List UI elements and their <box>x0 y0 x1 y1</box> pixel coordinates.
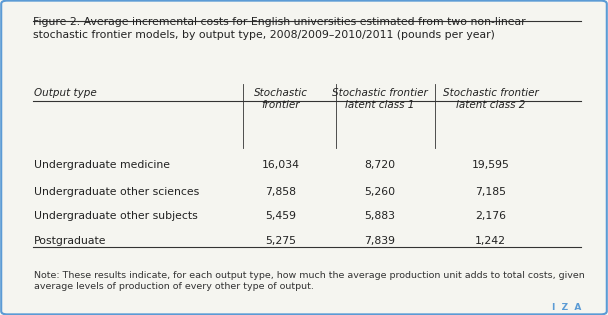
Text: Stochastic
frontier: Stochastic frontier <box>254 88 308 110</box>
Text: 2,176: 2,176 <box>475 211 506 221</box>
Text: 7,839: 7,839 <box>364 236 395 246</box>
Text: I  Z  A: I Z A <box>552 303 581 312</box>
Text: 8,720: 8,720 <box>364 160 395 170</box>
Text: 5,260: 5,260 <box>364 186 395 197</box>
Text: 16,034: 16,034 <box>261 160 300 170</box>
Text: Stochastic frontier
latent class 2: Stochastic frontier latent class 2 <box>443 88 539 110</box>
Text: Postgraduate: Postgraduate <box>34 236 107 246</box>
Text: Undergraduate other subjects: Undergraduate other subjects <box>34 211 198 221</box>
Text: Stochastic frontier
latent class 1: Stochastic frontier latent class 1 <box>332 88 428 110</box>
Text: 19,595: 19,595 <box>472 160 510 170</box>
Text: Undergraduate medicine: Undergraduate medicine <box>34 160 170 170</box>
Text: Note: These results indicate, for each output type, how much the average product: Note: These results indicate, for each o… <box>34 271 585 291</box>
Text: 7,185: 7,185 <box>475 186 506 197</box>
Text: 5,883: 5,883 <box>364 211 395 221</box>
Text: Figure 2. Average incremental costs for English universities estimated from two : Figure 2. Average incremental costs for … <box>33 17 525 40</box>
Text: 5,275: 5,275 <box>265 236 296 246</box>
Text: 7,858: 7,858 <box>265 186 296 197</box>
Text: Undergraduate other sciences: Undergraduate other sciences <box>34 186 199 197</box>
Text: 1,242: 1,242 <box>475 236 506 246</box>
Text: Output type: Output type <box>34 88 97 98</box>
Text: 5,459: 5,459 <box>265 211 296 221</box>
